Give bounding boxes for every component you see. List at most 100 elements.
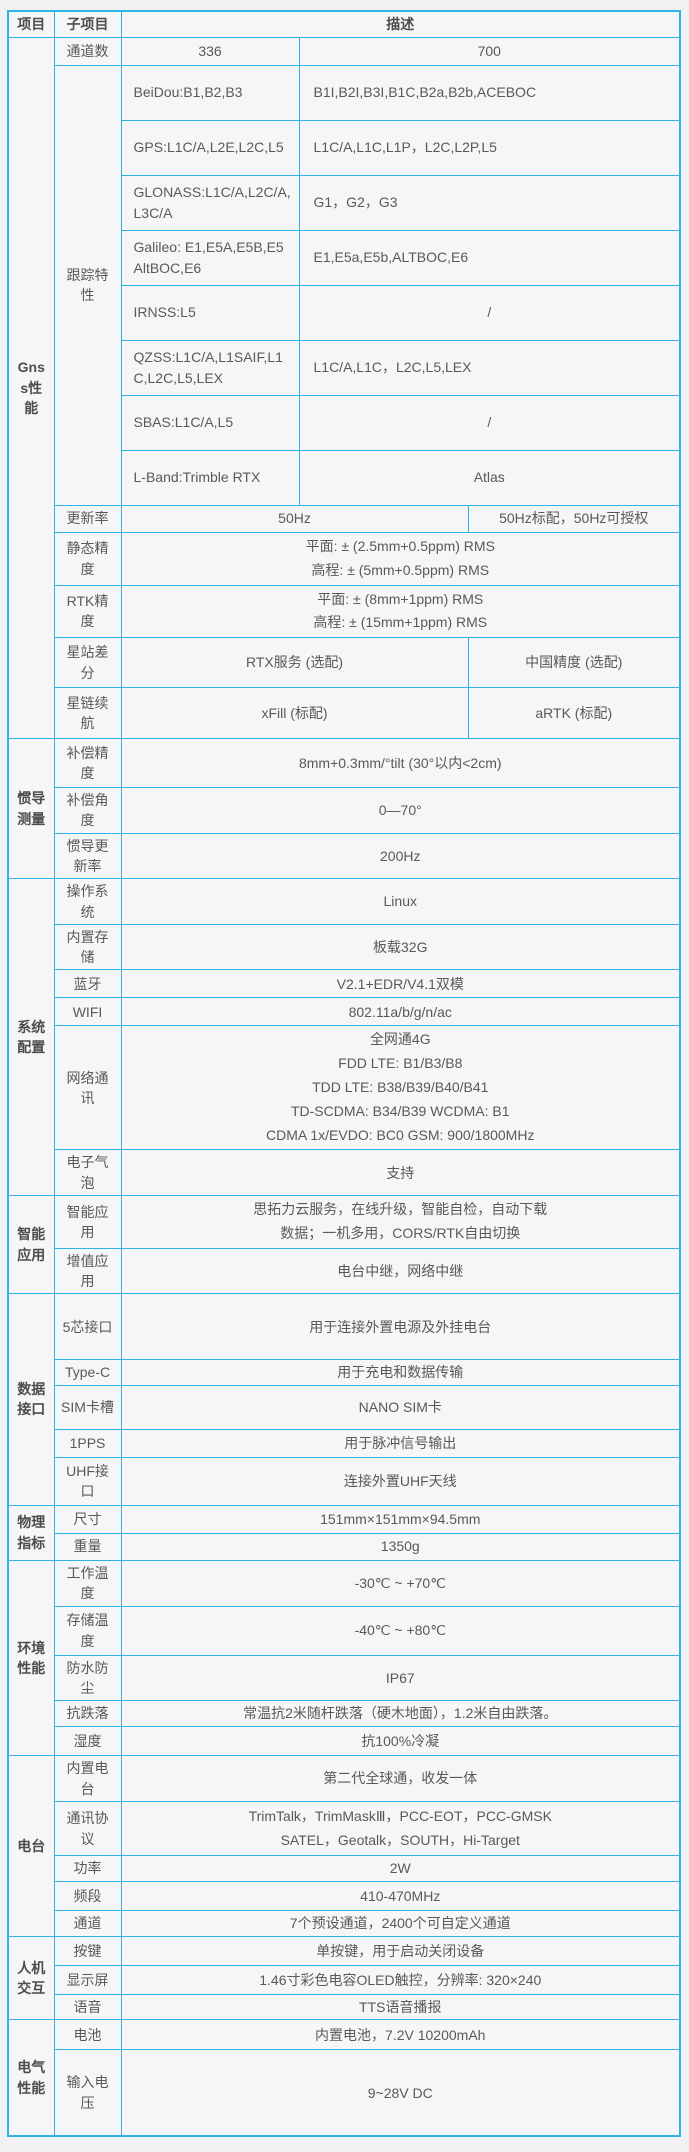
os-label: 操作系统: [53, 878, 122, 925]
sat-link-label: 星链续航: [53, 687, 122, 740]
store-temp-value: -40℃ ~ +80℃: [120, 1605, 681, 1656]
table-row: 环境性能 工作温度 -30℃ ~ +70℃: [7, 1559, 681, 1757]
band-value: 410-470MHz: [120, 1881, 681, 1912]
wifi-value: 802.11a/b/g/n/ac: [120, 997, 681, 1027]
smart-app-label: 智能应用: [53, 1195, 122, 1249]
table-row: WIFI 802.11a/b/g/n/ac: [8, 997, 681, 1027]
tracking-sbas-right: /: [298, 394, 681, 451]
power-label: 功率: [53, 1855, 122, 1883]
radio-internal-value: 第二代全球通，收发一体: [120, 1755, 681, 1803]
rtk-acc-label: RTK精度: [53, 584, 122, 639]
table-row: SIM卡槽 NANO SIM卡: [8, 1384, 681, 1430]
storage-value: 板载32G: [120, 923, 681, 971]
key-label: 按键: [53, 1936, 122, 1967]
table-row: GPS:L1C/A,L2E,L2C,L5 L1C/A,L1C,L1P，L2C,L…: [8, 119, 681, 176]
table-row: Galileo: E1,E5A,E5B,E5AltBOC,E6 E1,E5a,E…: [8, 229, 681, 286]
value-app-label: 增值应用: [53, 1247, 122, 1295]
table-row: RTK精度 平面: ± (8mm+1ppm) RMS 高程: ± (15mm+1…: [8, 584, 681, 639]
work-temp-value: -30℃ ~ +70℃: [120, 1559, 681, 1607]
size-label: 尺寸: [53, 1504, 122, 1534]
tracking-qzss-right: L1C/A,L1C，L2C,L5,LEX: [298, 339, 681, 396]
tracking-irnss-right: /: [298, 284, 681, 341]
group-env-label: 环境性能: [7, 1559, 55, 1757]
table-row: 静态精度 平面: ± (2.5mm+0.5ppm) RMS 高程: ± (5mm…: [8, 531, 681, 586]
table-row: 语音 TTS语音播报: [8, 1994, 681, 2021]
band-label: 频段: [53, 1881, 122, 1912]
table-row: 物理指标 尺寸 151mm×151mm×94.5mm: [7, 1504, 681, 1561]
table-row: SBAS:L1C/A,L5 /: [8, 394, 681, 451]
group-ins-label: 惯导测量: [7, 738, 55, 880]
sat-diff-left: RTX服务 (选配): [120, 637, 469, 689]
table-row: 星站差分 RTX服务 (选配) 中国精度 (选配): [8, 637, 681, 689]
table-row: 1PPS 用于脉冲信号输出: [8, 1428, 681, 1458]
group-smart-label: 智能应用: [7, 1195, 55, 1295]
power-value: 2W: [120, 1855, 681, 1883]
table-row: 内置存储 板载32G: [8, 923, 681, 971]
header-desc: 描述: [120, 10, 681, 38]
static-acc-value: 平面: ± (2.5mm+0.5ppm) RMS 高程: ± (5mm+0.5p…: [120, 531, 681, 586]
waterproof-value: IP67: [120, 1654, 681, 1702]
storage-label: 内置存储: [53, 923, 122, 971]
ins-rate-label: 惯导更新率: [53, 832, 122, 880]
network-label: 网络通讯: [53, 1025, 122, 1151]
table-row: Type-C 用于充电和数据传输: [8, 1359, 681, 1386]
table-row: 频段 410-470MHz: [8, 1881, 681, 1912]
update-rate-right: 50Hz标配，50Hz可授权: [467, 504, 681, 533]
spec-table: 项目 子项目 描述 Gnss性能 通道数 336 700 跟踪特性 BeiDou…: [7, 10, 682, 2137]
static-acc-label: 静态精度: [53, 531, 122, 586]
tracking-irnss-left: IRNSS:L5: [120, 284, 300, 341]
protocol-value: TrimTalk，TrimMaskⅢ，PCC-EOT，PCC-GMSK SATE…: [120, 1801, 681, 1857]
table-row: 智能应用 智能应用 思拓力云服务，在线升级，智能自检，自动下载 数据；一机多用，…: [7, 1195, 681, 1295]
group-radio-label: 电台: [7, 1755, 55, 1938]
size-value: 151mm×151mm×94.5mm: [120, 1504, 681, 1534]
tracking-glonass-right: G1，G2，G3: [298, 174, 681, 231]
store-temp-label: 存储温度: [53, 1605, 122, 1656]
comp-angle-value: 0—70°: [120, 787, 681, 834]
sim-label: SIM卡槽: [53, 1384, 122, 1430]
table-header-row: 项目 子项目 描述: [7, 10, 681, 38]
group-hmi-label: 人机交互: [7, 1936, 55, 2021]
bubble-value: 支持: [120, 1149, 681, 1197]
uhf-value: 连接外置UHF天线: [120, 1456, 681, 1506]
table-row: 人机交互 按键 单按键，用于启动关闭设备: [7, 1936, 681, 2021]
display-value: 1.46寸彩色电容OLED触控，分辨率: 320×240: [120, 1965, 681, 1996]
channel-label: 通道: [53, 1910, 122, 1938]
pin5-label: 5芯接口: [53, 1293, 122, 1361]
tracking-beidou-right: B1I,B2I,B3I,B1C,B2a,B2b,ACEBOC: [298, 64, 681, 121]
table-row: 通讯协议 TrimTalk，TrimMaskⅢ，PCC-EOT，PCC-GMSK…: [8, 1801, 681, 1857]
weight-value: 1350g: [120, 1532, 681, 1561]
table-row: L-Band:Trimble RTX Atlas: [8, 449, 681, 506]
voice-value: TTS语音播报: [120, 1994, 681, 2021]
input-volt-value: 9~28V DC: [120, 2049, 681, 2137]
wifi-label: WIFI: [53, 997, 122, 1027]
channels-336: 336: [120, 36, 300, 66]
pps-label: 1PPS: [53, 1428, 122, 1458]
group-gnss-label: Gnss性能: [7, 36, 55, 740]
tracking-lband-right: Atlas: [298, 449, 681, 506]
table-row: Gnss性能 通道数 336 700: [7, 36, 681, 740]
smart-app-value: 思拓力云服务，在线升级，智能自检，自动下载 数据；一机多用，CORS/RTK自由…: [120, 1195, 681, 1249]
display-label: 显示屏: [53, 1965, 122, 1996]
typec-value: 用于充电和数据传输: [120, 1359, 681, 1386]
comp-acc-value: 8mm+0.3mm/°tilt (30°以内<2cm): [120, 738, 681, 789]
table-row: 跟踪特性 BeiDou:B1,B2,B3 B1I,B2I,B3I,B1C,B2a…: [8, 64, 681, 506]
radio-internal-label: 内置电台: [53, 1755, 122, 1803]
channel-value: 7个预设通道，2400个可自定义通道: [120, 1910, 681, 1938]
battery-value: 内置电池，7.2V 10200mAh: [120, 2019, 681, 2051]
drop-label: 抗跌落: [53, 1700, 122, 1728]
table-row: 存储温度 -40℃ ~ +80℃: [8, 1605, 681, 1656]
work-temp-label: 工作温度: [53, 1559, 122, 1607]
table-row: 增值应用 电台中继，网络中继: [8, 1247, 681, 1295]
bluetooth-label: 蓝牙: [53, 969, 122, 999]
table-row: 功率 2W: [8, 1855, 681, 1883]
group-dataport-label: 数据接口: [7, 1293, 55, 1506]
humidity-value: 抗100%冷凝: [120, 1726, 681, 1757]
tracking-glonass-left: GLONASS:L1C/A,L2C/A,L3C/A: [120, 174, 300, 231]
table-row: 湿度 抗100%冷凝: [8, 1726, 681, 1757]
table-row: 网络通讯 全网通4G FDD LTE: B1/B3/B8 TDD LTE: B3…: [8, 1025, 681, 1151]
table-row: UHF接口 连接外置UHF天线: [8, 1456, 681, 1506]
sat-diff-right: 中国精度 (选配): [467, 637, 681, 689]
battery-label: 电池: [53, 2019, 122, 2051]
input-volt-label: 输入电压: [53, 2049, 122, 2137]
comp-angle-label: 补偿角度: [53, 787, 122, 834]
